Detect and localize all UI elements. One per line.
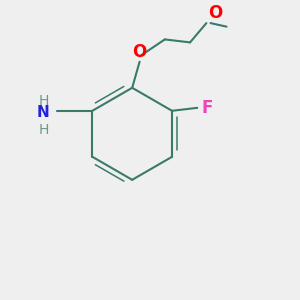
Text: F: F <box>202 99 213 117</box>
Text: H: H <box>38 94 49 108</box>
Text: O: O <box>133 43 147 61</box>
Text: H: H <box>38 123 49 137</box>
Text: N: N <box>37 105 50 120</box>
Text: O: O <box>208 4 222 22</box>
